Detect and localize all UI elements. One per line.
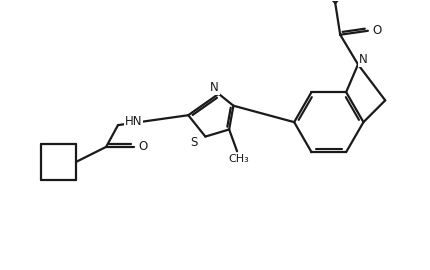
Text: N: N [359, 53, 367, 66]
Text: O: O [138, 140, 147, 153]
Text: O: O [372, 24, 381, 37]
Text: CH₃: CH₃ [229, 154, 249, 164]
Text: S: S [190, 136, 197, 149]
Text: HN: HN [125, 115, 142, 128]
Text: N: N [210, 81, 219, 94]
